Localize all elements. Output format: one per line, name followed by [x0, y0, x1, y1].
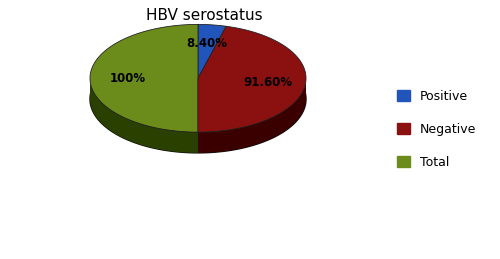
Polygon shape	[90, 45, 306, 153]
Polygon shape	[90, 24, 198, 132]
Legend: Positive, Negative, Total: Positive, Negative, Total	[392, 85, 481, 174]
Text: 8.40%: 8.40%	[186, 37, 228, 50]
Text: 91.60%: 91.60%	[243, 76, 292, 89]
Polygon shape	[198, 26, 306, 132]
Text: 100%: 100%	[110, 72, 146, 85]
Polygon shape	[198, 24, 226, 78]
Polygon shape	[90, 78, 198, 153]
Polygon shape	[198, 78, 306, 153]
Text: HBV serostatus: HBV serostatus	[146, 8, 262, 23]
